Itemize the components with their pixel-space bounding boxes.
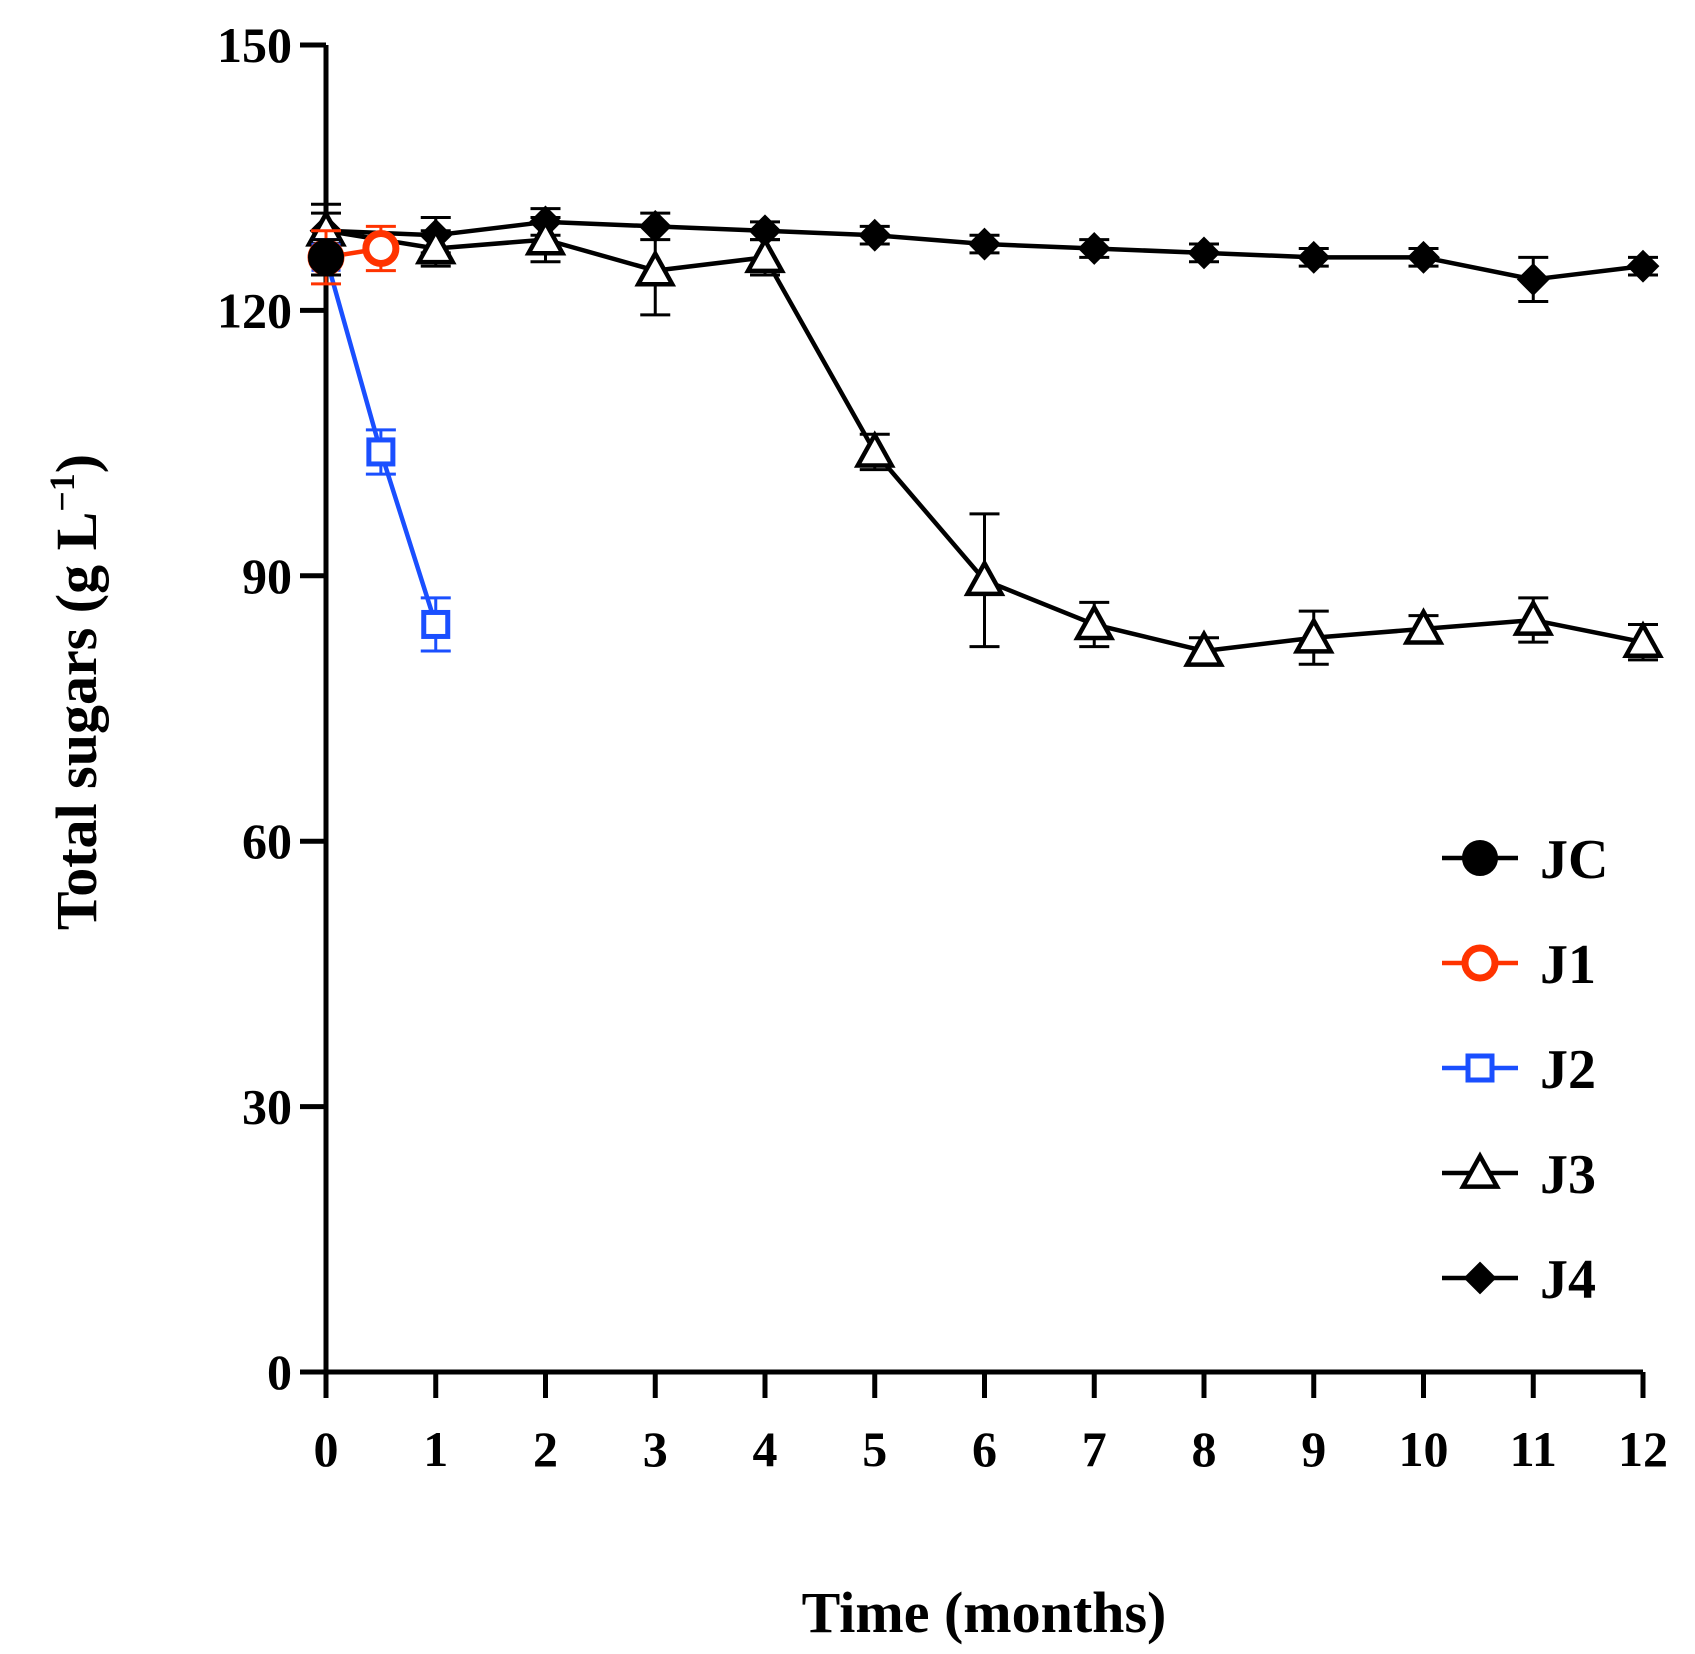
y-axis-title-close: ) [44,454,109,473]
data-point-j3-10 [1402,607,1445,645]
data-point-j3-1 [414,226,457,265]
data-point-j3-3 [634,248,677,287]
y-axis-title: Total sugars (g L−1) [42,454,109,930]
y-tick-label-120: 120 [217,282,292,338]
x-tick-label-3: 3 [643,1421,668,1477]
data-point-j4-5 [858,218,892,252]
x-tick-label-11: 11 [1510,1421,1557,1477]
y-tick-label-90: 90 [242,548,292,604]
y-axis-title-main: Total sugars (g L [44,512,109,930]
data-point-j4-11 [1516,263,1550,296]
data-point-j3-4 [744,235,786,274]
x-tick-label-0: 0 [314,1421,339,1477]
legend-label-j2: J2 [1540,1039,1596,1101]
data-point-jc-0 [308,239,344,276]
data-point-j4-6 [968,227,1001,261]
data-point-j3-8 [1183,629,1225,667]
x-tick-label-12: 12 [1618,1421,1668,1477]
legend-item-j3: J3 [1442,1144,1596,1206]
data-point-j4-12 [1626,249,1660,283]
y-axis-title-superscript: −1 [42,473,82,512]
legend-item-j4: J4 [1442,1249,1596,1311]
legend-item-jc: JC [1442,829,1608,891]
x-tick-label-10: 10 [1399,1421,1449,1477]
series-j3 [305,202,1664,667]
data-point-j1-1 [362,229,400,267]
x-axis-title: Time (months) [802,1580,1167,1645]
legend-label-j1: J1 [1540,934,1596,996]
data-point-j3-9 [1292,616,1335,654]
data-point-j2-1 [366,437,396,467]
data-point-j3-6 [963,558,1006,597]
data-point-j4-7 [1077,232,1111,265]
y-tick-label-0: 0 [267,1344,292,1400]
legend-label-j3: J3 [1540,1144,1596,1206]
data-point-j3-12 [1622,620,1664,658]
legend-label-jc: JC [1540,829,1608,891]
legend-marker-j2 [1465,1053,1495,1083]
data-point-j3-7 [1073,602,1116,641]
legend-item-j1: J1 [1442,934,1596,996]
series-j2 [311,238,451,653]
x-tick-label-1: 1 [423,1421,448,1477]
data-point-j3-11 [1512,598,1555,636]
data-series [305,202,1664,667]
legend-label-j4: J4 [1540,1249,1596,1311]
y-tick-label-150: 150 [217,17,292,73]
x-tick-label-4: 4 [753,1421,778,1477]
x-tick-label-9: 9 [1301,1421,1326,1477]
data-point-j4-9 [1297,240,1331,274]
x-tick-label-8: 8 [1192,1421,1217,1477]
data-point-j2-2 [421,609,451,639]
data-point-j4-8 [1187,236,1221,270]
y-tick-label-30: 30 [242,1079,292,1135]
series-jc [308,238,344,277]
legend-marker-j4 [1463,1261,1497,1295]
x-tick-label-5: 5 [862,1421,887,1477]
legend-marker-j3 [1459,1151,1501,1189]
data-point-j3-5 [853,430,896,468]
y-tick-label-60: 60 [242,813,292,869]
legend: JC J1 J2 J3 J4 [1442,829,1608,1311]
series-j4 [309,205,1660,304]
data-point-j4-10 [1407,240,1440,274]
legend-item-j2: J2 [1442,1039,1596,1101]
legend-marker-jc [1462,840,1498,876]
x-tick-label-6: 6 [972,1421,997,1477]
data-point-j3-2 [524,217,567,256]
legend-marker-j1 [1461,944,1499,982]
x-tick-label-2: 2 [533,1421,558,1477]
x-tick-label-7: 7 [1082,1421,1107,1477]
